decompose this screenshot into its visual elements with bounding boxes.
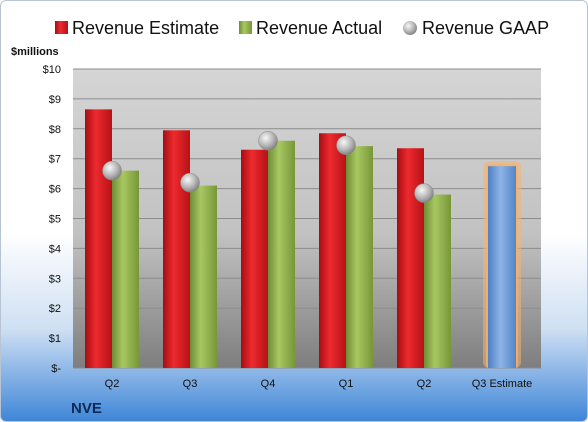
bar-revenue-actual [346,146,373,368]
bar-revenue-estimate [397,148,424,368]
y-tick-label: $3 [49,273,61,285]
gaap-marker [102,160,122,181]
legend-estimate-swatch [55,21,68,34]
bar-revenue-estimate [241,149,268,368]
gaap-marker [258,131,278,151]
y-tick-label: $10 [43,64,61,76]
x-tick-label: Q4 [261,378,276,390]
y-tick-label: $5 [49,214,61,226]
x-tick-label: Q3 [183,378,198,390]
x-tick-label: Q1 [339,378,354,390]
y-tick-label: $2 [49,303,61,315]
gaap-markers [102,131,434,203]
y-tick-label: $- [51,363,61,375]
company-label: NVE [71,400,102,417]
bar-revenue-estimate [163,130,190,368]
bars [85,109,521,369]
gaap-marker [336,135,356,155]
bar-revenue-estimate [85,109,112,369]
y-tick-label: $7 [49,154,61,166]
y-tick-label: $9 [49,94,61,106]
gaap-marker [180,172,200,193]
x-tick-label: Q2 [417,378,432,390]
bar-revenue-actual [112,170,139,368]
legend-estimate-label: Revenue Estimate [72,18,219,38]
y-tick-label: $1 [49,333,61,345]
bar-revenue-estimate [319,133,346,368]
gridlines [73,68,541,369]
x-tick-label: Q2 [105,378,120,390]
y-tick-label: $8 [49,124,61,136]
x-axis-ticks: Q2 Q3 Q4 Q1 Q2 Q3 Estimate [105,378,533,390]
y-axis-label: $millions [11,46,59,58]
legend-actual-label: Revenue Actual [256,18,382,38]
gaap-marker [414,183,434,203]
y-tick-label: $6 [49,184,61,196]
y-axis-ticks: $- $1 $2 $3 $4 $5 $6 $7 $8 $9 $10 [43,64,62,375]
bar-revenue-actual [190,185,217,368]
bar-revenue-actual [268,140,295,368]
bar-q3-estimate [488,166,516,368]
bar-revenue-actual [424,194,451,368]
legend: Revenue Estimate Revenue Actual Revenue … [55,18,549,38]
y-tick-label: $4 [49,243,61,255]
legend-gaap-label: Revenue GAAP [422,18,549,38]
legend-actual-swatch [239,21,252,34]
x-tick-label: Q3 Estimate [472,378,533,390]
legend-gaap-marker [403,21,417,35]
